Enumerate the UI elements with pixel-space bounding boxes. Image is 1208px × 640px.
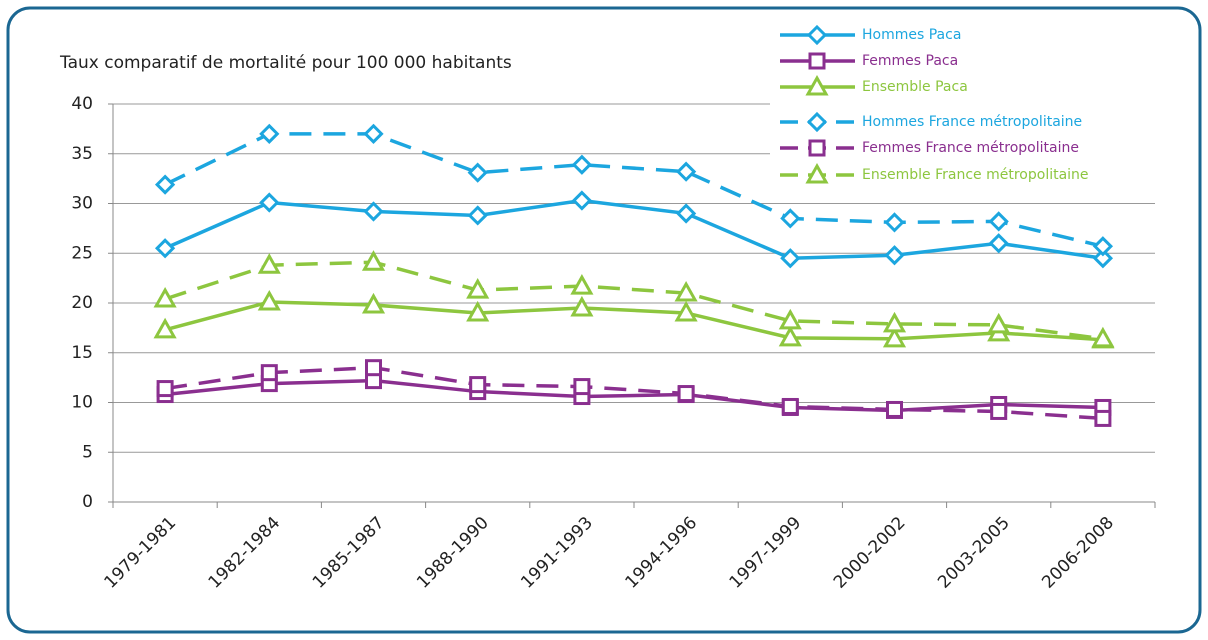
marker [363,123,384,144]
marker [1092,248,1114,269]
marker [153,317,177,339]
y-tick-label: 35 [71,144,93,164]
series-line [164,198,1104,260]
marker [259,123,280,144]
marker [361,292,386,314]
marker [1092,236,1114,257]
legend-label: Hommes France métropolitaine [862,114,1082,130]
marker [571,154,593,175]
series-line [164,132,1104,248]
chart-title: Taux comparatif de mortalité pour 100 00… [59,53,512,73]
marker [780,248,801,269]
marker [884,212,905,233]
marker [674,300,698,322]
y-tick-label: 40 [71,94,93,114]
legend-label: Ensemble Paca [862,79,968,95]
legend-label: Femmes Paca [862,53,958,69]
series-line [164,365,1104,421]
y-tick-label: 0 [82,492,93,512]
y-tick-label: 5 [82,442,93,462]
marker [780,208,801,229]
marker [469,376,487,394]
marker [361,250,386,271]
marker [259,192,280,213]
marker [677,385,695,403]
marker [806,111,828,133]
y-tick-label: 10 [71,393,93,413]
marker [1094,409,1112,427]
marker [882,311,907,333]
marker [467,162,488,183]
y-tick-label: 25 [71,243,93,263]
marker [988,233,1009,254]
marker [156,380,174,398]
marker [466,278,490,299]
marker [257,253,281,274]
marker [570,295,594,317]
marker [808,52,826,70]
marker [466,300,490,322]
series-line [164,300,1104,342]
marker [987,312,1011,334]
y-tick-label: 20 [71,293,93,313]
legend-label: Ensemble France métropolitaine [862,167,1089,183]
marker [806,24,828,46]
marker [778,325,802,347]
marker [573,378,591,396]
y-tick-label: 30 [71,194,93,214]
marker [990,402,1008,420]
marker [153,286,177,308]
marker [808,139,826,157]
marker [886,400,903,418]
legend: Hommes Paca Femmes Paca Ensemble Paca Homme… [770,22,1190,192]
marker [363,201,384,222]
marker [365,359,382,377]
marker [154,238,176,259]
marker [882,326,907,348]
marker [805,74,829,96]
marker [257,289,281,311]
marker [805,162,829,184]
marker [884,245,905,266]
marker [260,364,278,382]
marker [781,397,799,415]
marker [675,203,697,224]
series-line [164,260,1104,341]
series-line [164,378,1103,413]
marker [570,274,594,295]
y-tick-label: 15 [71,343,93,363]
marker [467,205,488,226]
legend-label: Hommes Paca [862,27,961,43]
marker [988,211,1009,232]
marker [778,308,802,330]
marker [571,190,593,211]
marker [675,161,697,182]
marker [154,174,176,195]
legend-label: Femmes France métropolitaine [862,140,1079,156]
legend-background [770,22,1190,192]
marker [674,280,698,302]
marker [1091,326,1115,348]
